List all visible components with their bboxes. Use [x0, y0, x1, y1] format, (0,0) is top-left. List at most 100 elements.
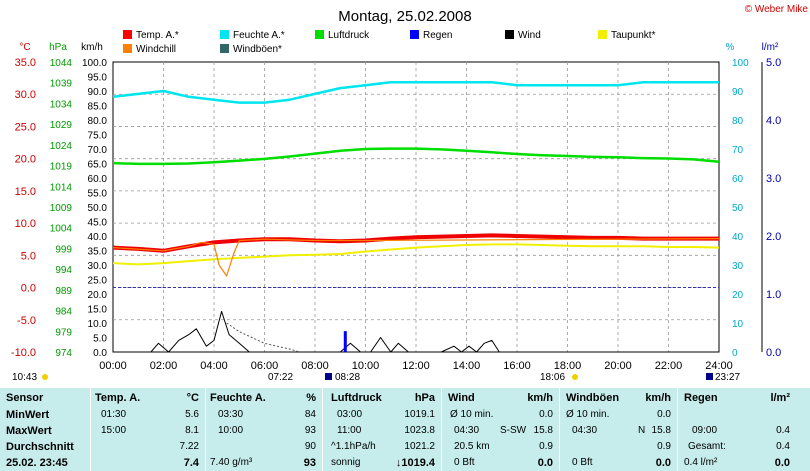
- tick-label-hpa: 1029: [50, 120, 73, 131]
- moon-rise-icon: [325, 373, 332, 380]
- sunrise-time: 07:22: [268, 372, 294, 383]
- tick-label-pct: 90: [732, 87, 744, 98]
- feuchte-avg: 90: [304, 441, 316, 452]
- tick-label-hpa: 989: [55, 286, 72, 297]
- temp-current: 7.4: [183, 457, 199, 469]
- sun-icon: [42, 374, 48, 380]
- tick-label-hpa: 974: [55, 348, 72, 359]
- legend-swatch: [505, 30, 514, 39]
- wind-bft: 0 Bft: [454, 457, 475, 468]
- moon-set-time: 23:27: [715, 372, 741, 383]
- moon-rise-time: 08:28: [335, 372, 361, 383]
- luftdruck-avg: 1021.2: [404, 441, 435, 452]
- feuchte-current: 93: [303, 457, 316, 469]
- timeline-left-time: 10:43: [12, 372, 38, 383]
- series-line-temp-a: [112, 233, 719, 253]
- legend-label: Temp. A.*: [136, 30, 179, 41]
- tick-label-x: 20:00: [604, 360, 632, 370]
- tick-label-hpa: 999: [55, 244, 72, 255]
- tick-label-temp: -10.0: [11, 347, 36, 359]
- tick-label-x: 06:00: [251, 360, 279, 370]
- tick-label-kmh: 25.0: [88, 276, 108, 287]
- tick-label-hpa: 994: [55, 265, 72, 276]
- tick-label-rain: 1.0: [766, 289, 781, 301]
- tick-label-temp: 15.0: [15, 186, 36, 198]
- tick-label-x: 00:00: [99, 360, 127, 370]
- regen-day: 0.4 l/m²: [684, 457, 718, 468]
- tick-label-x: 24:00: [705, 360, 733, 370]
- tick-label-kmh: 75.0: [88, 131, 108, 142]
- unit-temp: °C: [19, 42, 30, 53]
- sensor-row: MinWert: [6, 409, 50, 421]
- luftdruck-header: Luftdruck: [331, 392, 382, 404]
- regen-header: Regen: [684, 392, 718, 404]
- col-regen: Regen l/m² 09:00 0.4 Gesamt: 0.4 0.4 l/m…: [678, 388, 798, 471]
- tick-label-x: 16:00: [503, 360, 531, 370]
- tick-label-kmh: 50.0: [88, 203, 108, 214]
- tick-label-temp: 30.0: [15, 89, 36, 101]
- tick-label-temp: -5.0: [17, 315, 36, 327]
- legend-label: Windböen*: [233, 44, 282, 55]
- tick-label-rain: 4.0: [766, 115, 781, 127]
- sensor-row: 25.02. 23:45: [6, 457, 68, 469]
- series-line-windb-en: [226, 322, 301, 353]
- wind-avg: 0.0: [539, 409, 553, 420]
- legend-swatch: [315, 30, 324, 39]
- wind-mean: 0.9: [539, 441, 553, 452]
- wind-unit: km/h: [527, 392, 553, 404]
- feuchte-abs: 7.40 g/m³: [210, 457, 253, 468]
- tick-label-kmh: 0.0: [93, 348, 107, 359]
- tick-label-x: 12:00: [402, 360, 430, 370]
- tick-label-hpa: 1039: [50, 79, 73, 90]
- tick-label-rain: 3.0: [766, 173, 781, 185]
- legend-swatch: [410, 30, 419, 39]
- tick-label-temp: 35.0: [15, 57, 36, 69]
- col-temp: Temp. A. °C 01:30 5.6 15:00 8.1 7.22 7.4: [91, 388, 205, 471]
- feuchte-min-time: 03:30: [218, 409, 244, 420]
- feuchte-max-time: 10:00: [218, 425, 244, 436]
- tick-label-hpa: 1044: [50, 58, 73, 69]
- col-sensor: Sensor MinWert MaxWert Durchschnitt 25.0…: [0, 388, 90, 471]
- luftdruck-forecast: sonnig: [331, 457, 361, 468]
- boeen-mean: 0.9: [657, 441, 671, 452]
- temp-max-time: 15:00: [101, 425, 127, 436]
- sun-icon-2: [572, 374, 578, 380]
- moon-set-icon: [706, 373, 713, 380]
- tick-label-kmh: 40.0: [88, 232, 108, 243]
- luftdruck-unit: hPa: [414, 392, 435, 404]
- tick-label-pct: 30: [732, 261, 744, 272]
- tick-label-temp: 10.0: [15, 218, 36, 230]
- series-line-feuchte-a: [112, 81, 719, 104]
- luftdruck-min-time: 03:00: [337, 409, 363, 420]
- legend-label: Luftdruck: [328, 30, 370, 41]
- tick-label-x: 10:00: [352, 360, 380, 370]
- tick-label-kmh: 45.0: [88, 218, 108, 229]
- regen-max-time: 09:00: [692, 425, 718, 436]
- boeen-max: 15.8: [651, 425, 671, 436]
- series-line-luftdruck: [112, 147, 720, 166]
- regen-total-label: Gesamt:: [688, 441, 726, 452]
- legend-swatch: [598, 30, 607, 39]
- tick-label-kmh: 30.0: [88, 261, 108, 272]
- tick-label-pct: 40: [732, 232, 744, 243]
- legend-label: Feuchte A.*: [233, 30, 285, 41]
- sensor-row: MaxWert: [6, 425, 52, 437]
- right-edge-decoration: [800, 30, 810, 370]
- temp-min: 5.6: [185, 409, 199, 420]
- tick-label-rain: 0.0: [766, 347, 781, 359]
- tick-label-rain: 5.0: [766, 57, 781, 69]
- tick-label-temp: 20.0: [15, 154, 36, 166]
- tick-label-kmh: 80.0: [88, 116, 108, 127]
- tick-label-x: 08:00: [301, 360, 329, 370]
- tick-label-hpa: 1009: [50, 203, 73, 214]
- series-line-taupunkt: [112, 243, 720, 266]
- tick-label-kmh: 5.0: [93, 334, 107, 345]
- tick-label-kmh: 10.0: [88, 319, 108, 330]
- boeen-current: 0.0: [655, 457, 671, 469]
- grid: [113, 62, 719, 352]
- tick-label-hpa: 984: [55, 307, 72, 318]
- legend-swatch: [123, 30, 132, 39]
- feuchte-header: Feuchte A.: [210, 392, 266, 404]
- tick-label-pct: 50: [732, 203, 744, 214]
- luftdruck-current: ↓1019.4: [395, 457, 435, 469]
